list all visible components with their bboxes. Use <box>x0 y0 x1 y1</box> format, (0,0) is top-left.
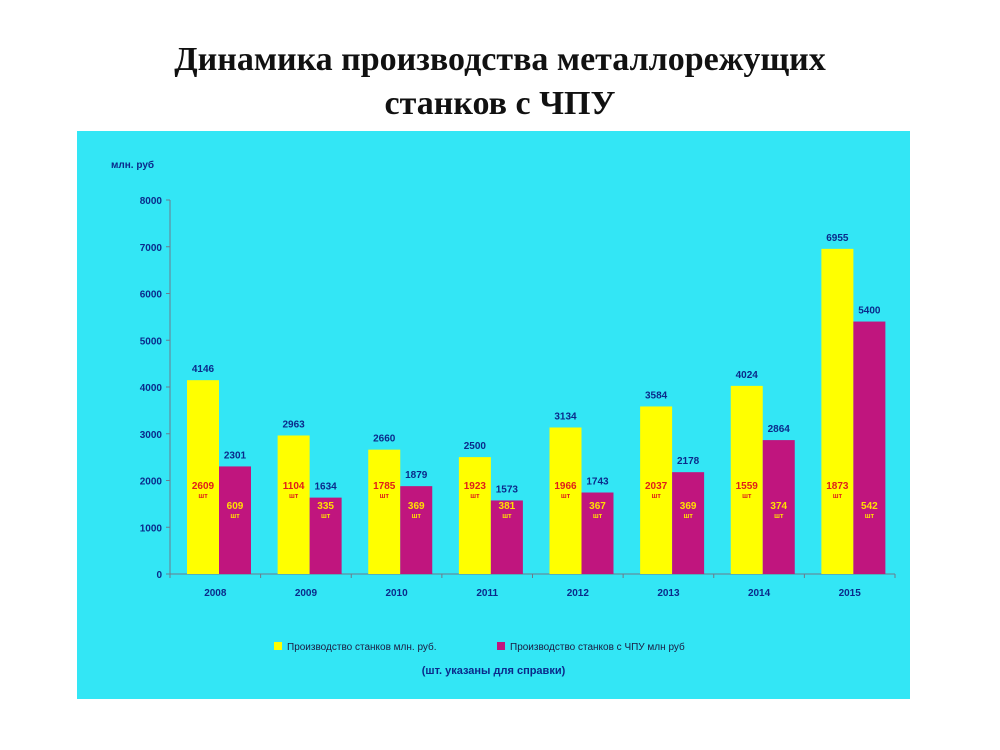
count-label: 1104 <box>283 481 305 492</box>
count-label: 1966 <box>554 481 577 492</box>
chart-title: Динамика производства металлорежущих ста… <box>0 38 1000 126</box>
bar-series-1 <box>187 380 219 574</box>
count-unit-label: шт <box>289 493 299 500</box>
legend-swatch-series-2 <box>497 642 505 650</box>
count-unit-label: шт <box>198 493 208 500</box>
data-label: 2660 <box>373 434 396 445</box>
data-label: 2963 <box>283 419 306 430</box>
legend-label-series-1: Производство станков млн. руб. <box>287 641 437 653</box>
x-tick-label: 2011 <box>476 588 498 599</box>
bar-series-1 <box>821 248 854 574</box>
count-unit-label: шт <box>683 513 693 520</box>
x-tick-label: 2010 <box>385 588 408 599</box>
count-unit-label: шт <box>865 513 875 520</box>
y-tick-label: 6000 <box>140 290 163 301</box>
x-tick-label: 2013 <box>657 588 680 599</box>
bar-series-1 <box>368 449 401 574</box>
data-label: 2864 <box>768 424 791 435</box>
data-label: 5400 <box>858 306 881 317</box>
count-label: 1873 <box>826 481 849 492</box>
x-tick-label: 2015 <box>839 588 862 599</box>
x-tick-label: 2012 <box>567 588 590 599</box>
data-label: 1573 <box>496 484 519 495</box>
count-unit-label: шт <box>593 513 603 520</box>
data-label: 3584 <box>645 390 668 401</box>
title-line-1: Динамика производства металлорежущих <box>174 41 826 78</box>
count-label: 335 <box>317 501 334 512</box>
y-tick-label: 5000 <box>140 336 163 347</box>
count-unit-label: шт <box>561 493 571 500</box>
count-label: 609 <box>227 501 244 512</box>
data-label: 2500 <box>464 441 487 452</box>
count-unit-label: шт <box>502 513 512 520</box>
x-tick-label: 2014 <box>748 588 771 599</box>
y-tick-label: 3000 <box>140 430 163 441</box>
bar-series-2 <box>672 472 705 574</box>
bar-series-2 <box>762 440 795 574</box>
count-label: 369 <box>408 501 425 512</box>
y-tick-label: 4000 <box>140 383 163 394</box>
y-tick-label: 2000 <box>140 477 163 488</box>
count-unit-label: шт <box>651 493 661 500</box>
count-unit-label: шт <box>412 513 422 520</box>
bar-series-2 <box>400 486 433 574</box>
title-line-2: станков с ЧПУ <box>384 85 616 122</box>
count-label: 367 <box>589 501 606 512</box>
count-label: 374 <box>770 501 787 512</box>
legend-label-series-2: Производство станков с ЧПУ млн руб <box>510 641 685 653</box>
data-label: 1879 <box>405 470 428 481</box>
x-tick-label: 2008 <box>204 588 227 599</box>
count-unit-label: шт <box>833 493 843 500</box>
bar-series-1 <box>277 435 310 574</box>
data-label: 6955 <box>826 233 849 244</box>
bar-series-2 <box>490 500 523 574</box>
count-unit-label: шт <box>321 513 331 520</box>
data-label: 1634 <box>315 482 338 493</box>
bar-series-2 <box>309 497 342 574</box>
data-label: 2301 <box>224 450 247 461</box>
count-label: 1559 <box>736 481 759 492</box>
bar-series-1 <box>730 385 763 574</box>
count-label: 1923 <box>464 481 487 492</box>
count-label: 369 <box>680 501 697 512</box>
bar-series-2 <box>581 492 614 574</box>
count-label: 1785 <box>373 481 396 492</box>
y-axis-label: млн. руб <box>111 159 154 171</box>
chart-note: (шт. указаны для справки) <box>421 665 566 677</box>
count-unit-label: шт <box>774 513 784 520</box>
bar-series-1 <box>640 406 673 574</box>
count-label: 2037 <box>645 481 668 492</box>
count-unit-label: шт <box>470 493 480 500</box>
count-label: 542 <box>861 501 878 512</box>
count-unit-label: шт <box>230 513 240 520</box>
data-label: 2178 <box>677 456 700 467</box>
bar-series-1 <box>458 457 491 574</box>
bar-series-1 <box>549 427 582 574</box>
data-label: 4024 <box>736 370 759 381</box>
legend-swatch-series-1 <box>274 642 282 650</box>
count-label: 381 <box>499 501 516 512</box>
count-unit-label: шт <box>742 493 752 500</box>
x-tick-label: 2009 <box>295 588 318 599</box>
data-label: 4146 <box>192 364 215 375</box>
bar-series-2 <box>219 466 251 574</box>
y-tick-label: 7000 <box>140 243 163 254</box>
y-tick-label: 0 <box>156 570 162 581</box>
count-unit-label: шт <box>380 493 390 500</box>
data-label: 3134 <box>554 411 577 422</box>
data-label: 1743 <box>586 477 609 488</box>
bar-series-2 <box>853 321 886 574</box>
y-tick-label: 8000 <box>140 196 163 207</box>
y-tick-label: 1000 <box>140 523 163 534</box>
count-label: 2609 <box>192 481 215 492</box>
